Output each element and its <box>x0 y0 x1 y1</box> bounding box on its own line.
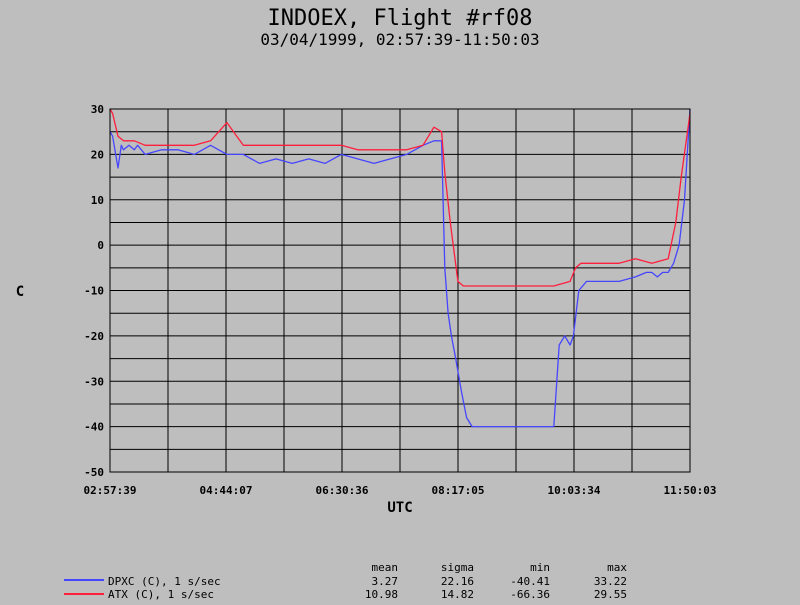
y-tick-label: 10 <box>91 194 104 207</box>
x-tick-labels: 02:57:39 04:44:07 06:30:36 08:17:05 10:03:34… <box>84 484 717 497</box>
y-tick-label: 0 <box>97 239 104 252</box>
x-tick-label: 06:30:36 <box>315 484 368 497</box>
x-tick-label: 11:50:03 <box>664 484 717 497</box>
legend-label-atx: ATX (C), 1 s/sec <box>108 588 214 601</box>
y-axis-label: C <box>16 284 24 300</box>
stat-atx-min: -66.36 <box>510 588 550 601</box>
y-tick-label: 30 <box>91 103 104 116</box>
stats-header-sigma: sigma <box>441 561 474 574</box>
x-tick-label: 08:17:05 <box>432 484 485 497</box>
y-tick-label: -30 <box>84 375 104 388</box>
stat-atx-mean: 10.98 <box>365 588 398 601</box>
y-tick-label: -50 <box>84 466 104 479</box>
stat-atx-sigma: 14.82 <box>441 588 474 601</box>
stat-dpxc-min: -40.41 <box>510 575 550 588</box>
y-tick-label: -20 <box>84 330 104 343</box>
stat-dpxc-max: 33.22 <box>594 575 627 588</box>
x-tick-label: 10:03:34 <box>548 484 601 497</box>
y-tick-label: -10 <box>84 285 104 298</box>
chart-subtitle: 03/04/1999, 02:57:39-11:50:03 <box>260 30 539 49</box>
stat-dpxc-mean: 3.27 <box>372 575 399 588</box>
legend-label-dpxc: DPXC (C), 1 s/sec <box>108 575 221 588</box>
y-tick-label: -40 <box>84 421 104 434</box>
grid <box>109 108 691 473</box>
stats-header-max: max <box>607 561 627 574</box>
chart-title: INDOEX, Flight #rf08 <box>268 6 533 31</box>
x-axis-label: UTC <box>387 500 412 516</box>
y-tick-label: 20 <box>91 148 104 161</box>
plot-frame <box>109 108 691 473</box>
stats-header-mean: mean <box>372 561 399 574</box>
series-line-atx <box>109 108 691 287</box>
stat-atx-max: 29.55 <box>594 588 627 601</box>
series-line-dpxc <box>109 108 691 428</box>
x-tick-label: 04:44:07 <box>199 484 252 497</box>
x-tick-label: 02:57:39 <box>84 484 137 497</box>
stats-header-min: min <box>530 561 550 574</box>
stat-dpxc-sigma: 22.16 <box>441 575 474 588</box>
series-layer <box>109 108 691 428</box>
y-tick-labels: -50 -40 -30 -20 -10 0 10 20 30 <box>84 103 104 479</box>
